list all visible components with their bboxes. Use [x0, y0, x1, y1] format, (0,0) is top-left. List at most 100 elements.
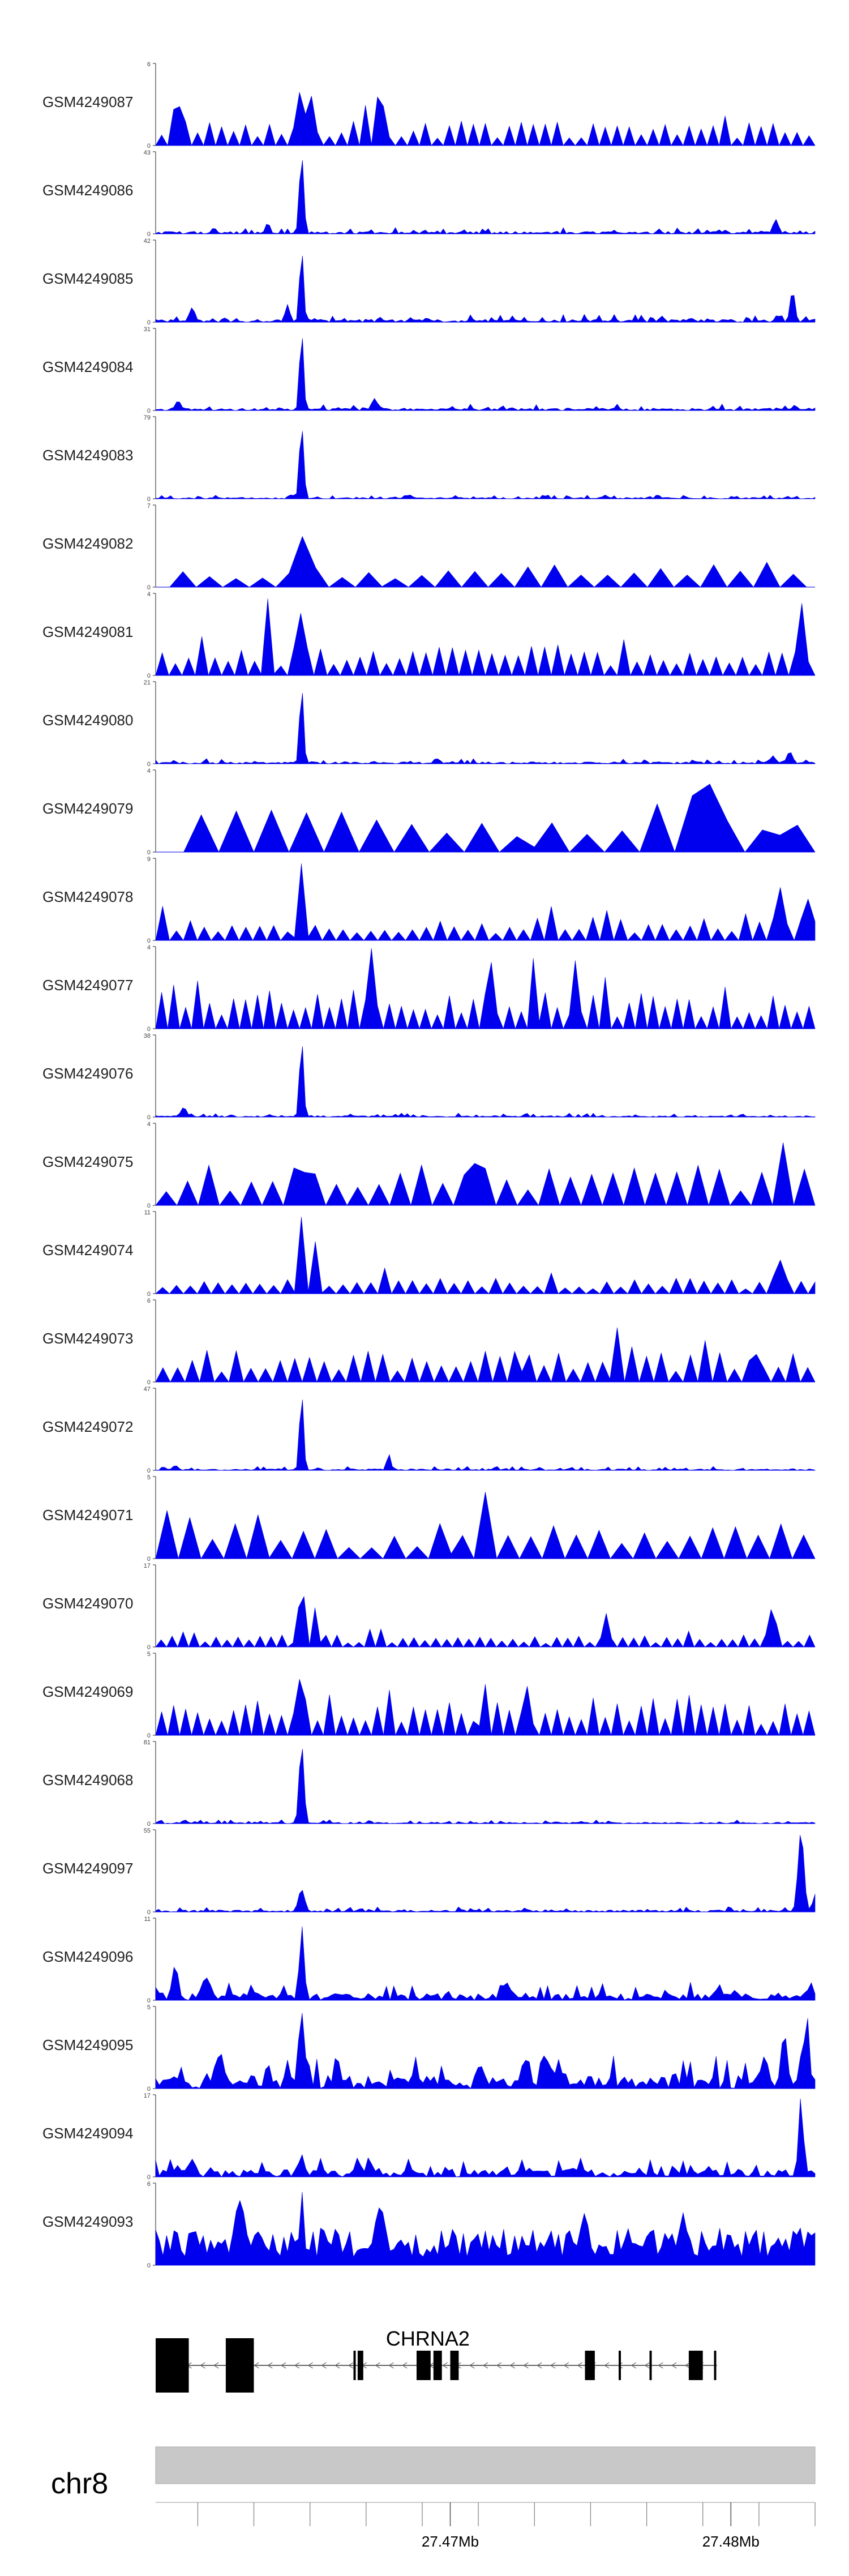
y-max-label: 9: [147, 856, 151, 863]
y-min-label: 0: [147, 849, 151, 856]
genome-axis: 27.47Mb 27.48Mb: [156, 2502, 816, 2550]
strand-chevron: [442, 2362, 448, 2369]
signal-area: [155, 2013, 816, 2089]
signal-area: [155, 160, 816, 234]
signal-area: [155, 1217, 816, 1294]
track-label: GSM4249075: [42, 1153, 133, 1170]
track-GSM4249080: GSM4249080 21 0: [42, 679, 816, 768]
strand-chevron: [482, 2362, 488, 2369]
y-max-label: 4: [147, 768, 151, 774]
strand-chevron: [375, 2362, 380, 2369]
track-label: GSM4249086: [42, 182, 133, 199]
track-label: GSM4249080: [42, 712, 133, 729]
strand-chevron: [213, 2362, 219, 2369]
strand-chevron: [335, 2362, 340, 2369]
y-max-label: 4: [147, 1121, 151, 1128]
signal-area: [155, 948, 816, 1030]
track-GSM4249083: GSM4249083 79 0: [42, 414, 816, 503]
gene-name: CHRNA2: [386, 2327, 470, 2350]
signal-area: [155, 1835, 816, 1912]
strand-chevron: [509, 2362, 515, 2369]
signal-area: [155, 1327, 816, 1383]
gene-exon: [156, 2338, 187, 2393]
strand-chevron: [604, 2362, 610, 2369]
y-max-label: 7: [147, 503, 151, 510]
axis-tick-label: 27.48Mb: [702, 2533, 760, 2550]
gene-exon: [417, 2351, 431, 2380]
track-GSM4249074: GSM4249074 11 0: [42, 1209, 816, 1298]
y-min-label: 0: [147, 408, 151, 414]
track-label: GSM4249072: [42, 1418, 133, 1435]
track-GSM4249075: GSM4249075 4 0: [42, 1121, 816, 1209]
y-max-label: 42: [144, 238, 151, 245]
y-max-label: 11: [144, 1916, 151, 1923]
signal-area: [155, 255, 816, 323]
signal-area: [155, 693, 816, 764]
track-label: GSM4249085: [42, 270, 133, 287]
track-GSM4249082: GSM4249082 7 0: [42, 503, 815, 591]
track-GSM4249095: GSM4249095 5 0: [42, 2004, 816, 2093]
strand-chevron: [550, 2362, 556, 2369]
track-GSM4249078: GSM4249078 9 0: [42, 856, 816, 944]
y-min-label: 0: [147, 1732, 151, 1739]
gene-exon: [688, 2351, 703, 2380]
y-min-label: 0: [147, 1644, 151, 1651]
strand-chevron: [537, 2362, 542, 2369]
strand-chevron: [348, 2362, 354, 2369]
track-label: GSM4249093: [42, 2213, 133, 2230]
track-GSM4249071: GSM4249071 5 0: [42, 1474, 816, 1563]
signal-area: [155, 431, 816, 499]
y-max-label: 11: [144, 1209, 151, 1216]
track-label: GSM4249074: [42, 1242, 133, 1259]
signal-tracks: GSM424908760GSM4249086430GSM4249085420GS…: [42, 61, 816, 2269]
track-GSM4249077: GSM4249077 4 0: [42, 944, 816, 1033]
y-min-label: 0: [147, 1114, 151, 1121]
strand-chevron: [307, 2362, 313, 2369]
y-max-label: 31: [144, 326, 151, 333]
axis-tick-label: 27.47Mb: [422, 2533, 479, 2550]
track-label: GSM4249077: [42, 977, 133, 994]
track-GSM4249094: GSM4249094 17 0: [42, 2093, 816, 2181]
track-GSM4249068: GSM4249068 81 0: [42, 1739, 816, 1828]
signal-area: [183, 784, 816, 853]
y-max-label: 81: [144, 1739, 151, 1746]
track-GSM4249096: GSM4249096 11 0: [42, 1916, 816, 2004]
y-max-label: 6: [147, 1298, 151, 1304]
signal-area: [155, 1595, 816, 1648]
y-min-label: 0: [147, 319, 151, 326]
signal-area: [169, 536, 807, 588]
track-GSM4249093: GSM4249093 6 0: [42, 2181, 816, 2269]
y-max-label: 17: [144, 1563, 151, 1569]
signal-area: [155, 2098, 816, 2177]
track-GSM4249087: GSM4249087 6 0: [42, 61, 816, 149]
track-GSM4249070: GSM4249070 17 0: [42, 1563, 816, 1651]
track-GSM4249084: GSM4249084 31 0: [42, 326, 816, 414]
y-min-label: 0: [147, 1291, 151, 1298]
y-min-label: 0: [147, 1379, 151, 1386]
strand-chevron: [254, 2362, 259, 2369]
track-label: GSM4249071: [42, 1507, 133, 1524]
strand-chevron: [496, 2362, 502, 2369]
signal-area: [155, 598, 816, 677]
track-label: GSM4249083: [42, 447, 133, 464]
y-min-label: 0: [147, 1467, 151, 1474]
strand-chevron: [321, 2362, 327, 2369]
strand-chevron: [617, 2362, 623, 2369]
y-min-label: 0: [147, 761, 151, 768]
gene-exon: [225, 2338, 254, 2393]
y-max-label: 5: [147, 1651, 151, 1658]
track-GSM4249069: GSM4249069 5 0: [42, 1651, 816, 1739]
y-max-label: 5: [147, 2004, 151, 2011]
y-min-label: 0: [147, 2174, 151, 2181]
track-GSM4249076: GSM4249076 38 0: [42, 1033, 816, 1121]
signal-area: [155, 1492, 816, 1560]
track-label: GSM4249079: [42, 800, 133, 817]
track-label: GSM4249082: [42, 535, 133, 552]
y-max-label: 5: [147, 1474, 151, 1481]
strand-chevron: [631, 2362, 637, 2369]
strand-chevron: [469, 2362, 475, 2369]
gene-exon-thin: [619, 2351, 621, 2380]
strand-chevron: [294, 2362, 300, 2369]
strand-chevron: [388, 2362, 394, 2369]
y-max-label: 17: [144, 2093, 151, 2099]
